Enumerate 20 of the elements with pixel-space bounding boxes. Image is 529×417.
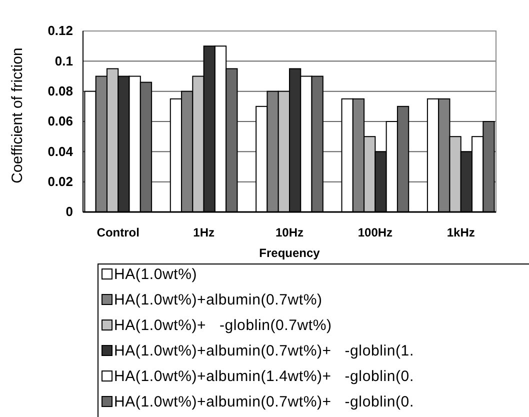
x-tick-label: 1kHz <box>446 226 475 240</box>
legend-label: HA(1.0wt%)+albumin(0.7wt%)+ -globlin(1. <box>114 342 414 360</box>
y-tick-label: 0 <box>66 204 73 220</box>
legend-label: HA(1.0wt%) <box>114 266 198 283</box>
legend-label: HA(1.0wt%)+albumin(0.7wt%) <box>114 292 322 308</box>
legend-label: HA(1.0wt%)+albumin(0.7wt%)+ -globlin(0. <box>114 394 414 410</box>
x-tick-label: 100Hz <box>358 226 393 240</box>
y-axis-title: Coefficient of friction <box>9 48 26 184</box>
y-tick-label: 0.02 <box>48 174 73 189</box>
y-tick-label: 0.04 <box>48 144 74 159</box>
y-tick-label: 0.12 <box>48 23 73 38</box>
y-tick-label: 0.08 <box>48 83 73 98</box>
y-tick-label: 0.06 <box>48 114 73 129</box>
x-tick-label: Control <box>96 226 140 240</box>
x-axis-title: Frequency <box>259 246 320 260</box>
legend-label: HA(1.0wt%)+albumin(1.4wt%)+ -globlin(0. <box>114 368 414 385</box>
legend-label: HA(1.0wt%)+ -globlin(0.7wt%) <box>114 317 332 334</box>
y-tick-label: 0.1 <box>54 53 73 68</box>
x-tick-label: 10Hz <box>275 226 304 240</box>
x-tick-label: 1Hz <box>193 226 214 240</box>
